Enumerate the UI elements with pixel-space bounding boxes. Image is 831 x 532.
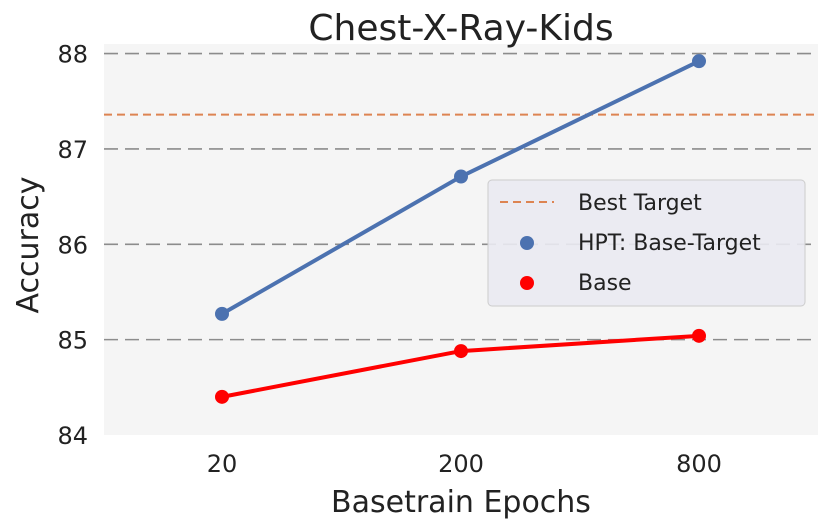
y-tick-labels: 84 85 86 87 88 (57, 41, 88, 450)
legend-box (487, 179, 806, 307)
y-tick-label: 88 (57, 41, 88, 69)
x-tick-label: 20 (207, 450, 238, 478)
y-tick-label: 86 (57, 231, 88, 259)
data-point-hpt-base-target (692, 54, 706, 69)
data-point-base (215, 389, 229, 404)
y-tick-label: 87 (57, 136, 88, 164)
y-tick-label: 85 (57, 327, 88, 355)
legend-label-hpt: HPT: Base-Target (578, 231, 761, 256)
x-tick-label: 200 (438, 450, 484, 478)
x-tick-label: 800 (676, 450, 722, 478)
legend: Best Target HPT: Base-Target Base (487, 179, 806, 307)
y-axis-label: Accuracy (11, 177, 46, 314)
data-point-hpt-base-target (454, 169, 468, 184)
legend-label-base: Base (578, 271, 632, 296)
x-tick-labels: 20 200 800 (207, 450, 722, 478)
data-point-hpt-base-target (215, 306, 229, 321)
x-axis-label: Basetrain Epochs (331, 485, 591, 520)
legend-label-best-target: Best Target (578, 191, 702, 216)
chart-title: Chest-X-Ray-Kids (308, 8, 613, 49)
y-tick-label: 84 (57, 422, 88, 450)
legend-marker-hpt (520, 236, 534, 250)
data-point-base (454, 344, 468, 359)
series-group (215, 54, 706, 404)
legend-marker-base (520, 276, 534, 290)
data-point-base (692, 328, 706, 343)
